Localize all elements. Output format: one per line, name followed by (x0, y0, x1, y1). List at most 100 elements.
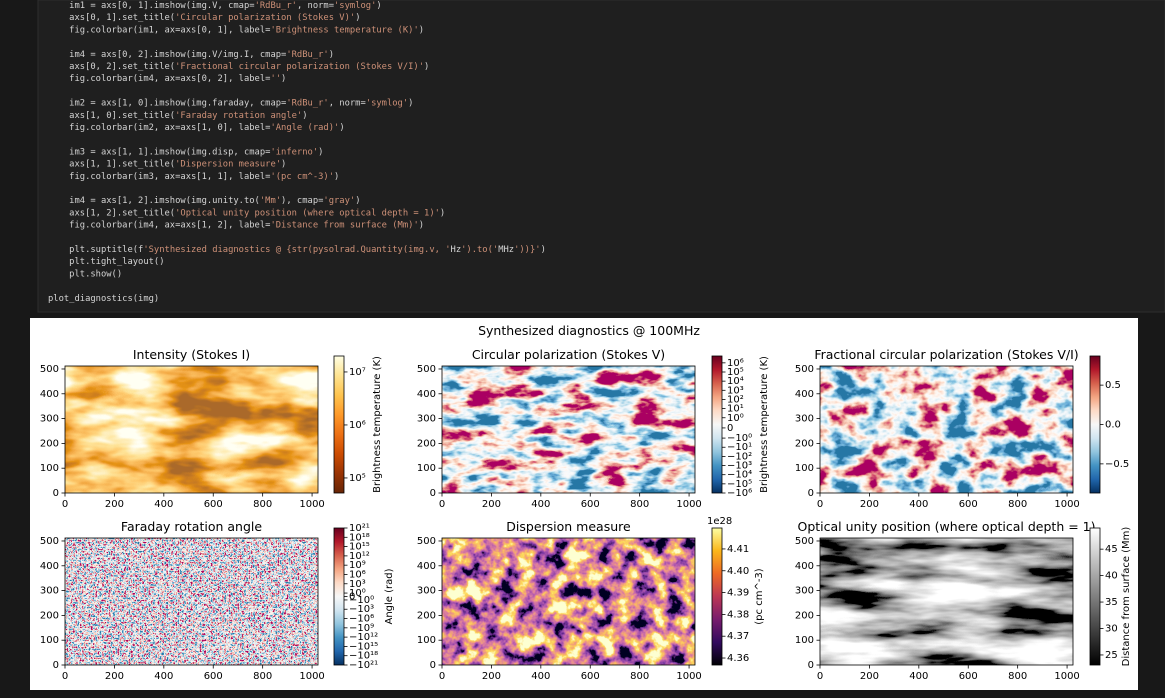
panel-title: Intensity (Stokes I) (133, 347, 250, 362)
y-tick-label: 0 (430, 488, 436, 499)
panel-title: Circular polarization (Stokes V) (472, 347, 665, 362)
code-token: ) (376, 1, 381, 11)
code-token: plt.tight_layout() (48, 257, 165, 267)
x-tick-label: 1000 (676, 499, 701, 510)
image-panel (65, 366, 318, 493)
colorbar-tick-label: 4.36 (727, 653, 749, 664)
colorbar-tick-label: −10⁹ (349, 623, 374, 634)
colorbar-label: Distance from surface (Mm) (1121, 527, 1132, 667)
code-token: 'Brightness temperature (K)' (270, 25, 418, 35)
colorbar-tick-label: −10⁴ (727, 470, 752, 481)
colorbar-tick-label: −10¹⁸ (349, 651, 378, 662)
y-tick-label: 300 (417, 586, 436, 597)
x-tick-label: 800 (1008, 499, 1027, 510)
colorbar-tick-label: −10⁰ (727, 433, 752, 444)
colorbar-tick-label: −10⁶ (349, 614, 374, 625)
colorbar-tick-label: 4.38 (727, 609, 749, 620)
code-token: fig.colorbar(im1, ax=axs[0, 1], label= (48, 25, 270, 35)
x-tick-label: 0 (62, 499, 68, 510)
code-line: plot_diagnostics(img) (48, 293, 159, 303)
code-token: '' (270, 74, 281, 84)
colorbar-label: Angle (rad) (384, 568, 395, 624)
code-line: axs[1, 2].set_title('Optical unity posit… (48, 208, 445, 218)
x-tick-label: 800 (253, 671, 272, 682)
x-tick-label: 1000 (299, 499, 324, 510)
code-token: ) (334, 171, 339, 181)
y-tick-label: 400 (795, 389, 814, 400)
y-tick-label: 400 (417, 389, 436, 400)
colorbar-tick-label: 10⁶ (349, 420, 366, 431)
x-tick-label: 800 (253, 499, 272, 510)
code-token: fig.colorbar(im4, ax=axs[1, 2], label= (48, 220, 270, 230)
colorbar-tick-label: 10⁴ (727, 376, 744, 387)
code-token: plot_diagnostics(img) (48, 293, 159, 303)
code-token: 'Distance from surface (Mm)' (270, 220, 418, 230)
x-tick-label: 0 (817, 671, 823, 682)
colorbar-tick-label: 4.39 (727, 588, 749, 599)
x-tick-label: 600 (959, 671, 978, 682)
code-token: , norm= (329, 98, 366, 108)
colorbar-tick-label: 30 (1105, 624, 1118, 635)
colorbar-tick-label: 4.37 (727, 631, 749, 642)
code-token: ), cmap= (281, 196, 323, 206)
code-token: 'symlog' (366, 98, 408, 108)
y-tick-label: 100 (40, 463, 59, 474)
code-token: ) (424, 62, 429, 72)
code-token: fig.colorbar(im3, ax=axs[1, 1], label= (48, 171, 270, 181)
y-tick-label: 500 (417, 364, 436, 375)
code-token: axs[1, 0].set_title( (48, 110, 175, 120)
y-tick-label: 100 (795, 635, 814, 646)
suptitle: Synthesized diagnostics @ 100MHz (478, 323, 700, 338)
x-tick-label: 0 (62, 671, 68, 682)
code-token: axs[1, 2].set_title( (48, 208, 175, 218)
axes-frame (441, 365, 696, 494)
y-tick-label: 300 (795, 586, 814, 597)
image-panel (820, 538, 1073, 665)
code-token: ) (281, 159, 286, 169)
code-line: fig.colorbar(im4, ax=axs[0, 2], label=''… (48, 74, 286, 84)
code-line: axs[1, 1].set_title('Dispersion measure'… (48, 159, 286, 169)
code-token: ) (339, 123, 344, 133)
code-token: 'Angle (rad)' (270, 123, 339, 133)
colorbar-tick-label: 45 (1105, 544, 1118, 555)
colorbar-tick-label: 10¹⁸ (349, 532, 370, 543)
panel-title: Fractional circular polarization (Stokes… (814, 347, 1078, 362)
y-tick-label: 0 (53, 660, 59, 671)
y-tick-label: 500 (417, 536, 436, 547)
code-token: ) (318, 147, 323, 157)
y-tick-label: 400 (795, 561, 814, 572)
y-tick-label: 500 (40, 364, 59, 375)
code-token: , norm= (297, 1, 334, 11)
colorbar (1089, 527, 1101, 666)
colorbar (711, 527, 723, 666)
code-token: ').to(' (461, 245, 498, 255)
code-token: im1 = axs[0, 1].imshow(img.V, cmap= (48, 1, 255, 11)
y-tick-label: 100 (795, 463, 814, 474)
code-token: 'RdBu_r' (286, 49, 328, 59)
code-token: ) (355, 196, 360, 206)
colorbar-tick-label: 10⁶ (727, 358, 744, 369)
colorbar-tick-label: 25 (1105, 650, 1118, 661)
code-line: axs[0, 2].set_title('Fractional circular… (48, 62, 429, 72)
colorbar-tick-label: 10⁶ (349, 569, 366, 580)
y-tick-label: 500 (795, 536, 814, 547)
x-tick-label: 1000 (299, 671, 324, 682)
y-tick-label: 200 (40, 438, 59, 449)
x-tick-label: 200 (482, 499, 501, 510)
code-cell (37, 0, 1165, 313)
y-tick-label: 200 (795, 438, 814, 449)
code-line: fig.colorbar(im1, ax=axs[0, 1], label='B… (48, 25, 424, 35)
x-tick-label: 600 (204, 671, 223, 682)
colorbar-offset: 1e28 (707, 516, 732, 527)
code-token: 'Circular polarization (Stokes V)' (175, 13, 355, 23)
code-token: 'Fractional circular polarization (Stoke… (175, 62, 424, 72)
code-token: plt.suptitle(f (48, 245, 143, 255)
colorbar-tick-label: 10⁰ (349, 588, 366, 599)
x-tick-label: 800 (1008, 671, 1027, 682)
code-token: axs[0, 2].set_title( (48, 62, 175, 72)
colorbar-tick-label: 10⁹ (349, 560, 366, 571)
code-token: 'Dispersion measure' (175, 159, 281, 169)
colorbar-tick-label: −10² (727, 451, 752, 462)
